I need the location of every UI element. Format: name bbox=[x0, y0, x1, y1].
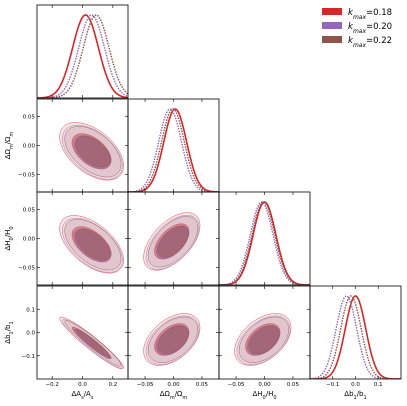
contour-H0-b1 bbox=[234, 313, 292, 366]
y-tick-label-Om-1: 0.00 bbox=[23, 144, 36, 150]
panel-frame-H0-H0 bbox=[218, 191, 311, 286]
y-tick-label-b1-0: −0.1 bbox=[22, 354, 35, 360]
contour-As-H0 bbox=[59, 215, 124, 274]
x-tick-label-H0-1: 0.00 bbox=[258, 382, 271, 388]
contour-Om-b1-0.22-sigma2 bbox=[147, 316, 199, 363]
contour-Om-H0-0.20-sigma2 bbox=[145, 214, 200, 270]
marginal-curve-As-0.18 bbox=[37, 14, 128, 98]
legend-swatch-0.22 bbox=[322, 36, 342, 43]
y-tick-label-Om-2: 0.05 bbox=[23, 114, 36, 120]
x-tick-label-H0-2: 0.05 bbox=[287, 382, 300, 388]
y-axis-label-b1: Δb1/b1 bbox=[4, 321, 15, 343]
contour-As-Om-0.20-sigma1 bbox=[73, 135, 112, 170]
contour-As-Om-0.22-sigma1 bbox=[75, 135, 111, 168]
y-tick-label-Om-0: −0.05 bbox=[18, 173, 35, 179]
contour-As-b1-0.22-sigma1 bbox=[75, 329, 111, 358]
marginal-curve-Om-0.18 bbox=[128, 108, 219, 192]
x-tick-label-As-0: −0.2 bbox=[45, 382, 58, 388]
contour-As-H0-0.22-sigma1 bbox=[75, 228, 111, 261]
x-tick-label-Om-2: 0.05 bbox=[196, 382, 209, 388]
panels: −0.2 0.0 0.2 ΔAs/As −0.05 0.00 0.05 ΔΩm/Ωm −0.05… bbox=[4, 4, 402, 401]
contour-As-Om bbox=[59, 122, 124, 181]
x-tick-label-b1-0: −0.1 bbox=[326, 382, 339, 388]
contour-As-Om-0.18-sigma1 bbox=[71, 133, 112, 170]
contour-As-H0-0.22-sigma2 bbox=[64, 219, 122, 271]
marginal-curve-Om-0.22 bbox=[128, 108, 219, 192]
svg-text:ΔAs/As: ΔAs/As bbox=[72, 390, 94, 401]
legend-swatch-0.18 bbox=[322, 8, 342, 15]
marginal-curve-As-0.22 bbox=[37, 14, 128, 98]
legend-label-0.20: kmax=0.20 bbox=[348, 22, 392, 35]
x-tick-label-b1-2: 0.1 bbox=[374, 382, 383, 388]
x-tick-label-Om-0: −0.05 bbox=[137, 382, 154, 388]
y-tick-label-H0-0: −0.05 bbox=[18, 266, 35, 272]
marginal-curve-H0-0.20 bbox=[219, 201, 310, 285]
svg-text:ΔΩm/Ωm: ΔΩm/Ωm bbox=[4, 132, 15, 160]
contour-As-b1 bbox=[59, 316, 124, 370]
contour-Om-b1 bbox=[143, 313, 201, 366]
contour-H0-b1-0.18-sigma2 bbox=[234, 313, 292, 366]
x-tick-label-As-2: 0.2 bbox=[108, 382, 117, 388]
contour-As-H0-0.20-sigma1 bbox=[73, 228, 112, 263]
svg-text:ΔH0/H0: ΔH0/H0 bbox=[4, 226, 15, 250]
contour-As-b1-0.22-sigma2 bbox=[64, 320, 122, 367]
marginal-curve-H0-0.22 bbox=[219, 201, 310, 285]
x-tick-label-b1-1: 0.0 bbox=[351, 382, 360, 388]
y-tick-label-H0-1: 0.00 bbox=[23, 237, 36, 243]
contour-Om-H0-0.22-sigma1 bbox=[157, 225, 189, 258]
marginal-curve-Om-0.20 bbox=[128, 108, 219, 192]
contour-Om-b1-0.22-sigma1 bbox=[157, 325, 189, 355]
marginal-curve-H0-0.18 bbox=[219, 201, 310, 285]
y-tick-label-H0-2: 0.05 bbox=[23, 207, 36, 213]
marginal-curve-b1-0.18 bbox=[310, 295, 401, 379]
contour-H0-b1-0.20-sigma2 bbox=[236, 315, 291, 365]
contour-As-Om-0.18-sigma2 bbox=[59, 122, 124, 181]
svg-text:ΔH0/H0: ΔH0/H0 bbox=[252, 390, 276, 401]
legend-label-0.18: kmax=0.18 bbox=[348, 8, 392, 21]
x-axis-label-As: ΔAs/As bbox=[72, 390, 94, 401]
contour-H0-b1-0.22-sigma2 bbox=[238, 316, 290, 363]
y-tick-label-b1-2: 0.1 bbox=[26, 307, 35, 313]
contour-Om-H0 bbox=[143, 212, 201, 271]
legend-swatch-0.20 bbox=[322, 22, 342, 29]
contour-Om-H0-0.20-sigma1 bbox=[155, 225, 189, 260]
svg-text:Δb1/b1: Δb1/b1 bbox=[4, 321, 15, 343]
x-tick-label-Om-1: 0.00 bbox=[167, 382, 180, 388]
contour-As-Om-0.22-sigma2 bbox=[64, 126, 122, 178]
y-axis-label-Om: ΔΩm/Ωm bbox=[4, 132, 15, 160]
legend-label-0.22: kmax=0.22 bbox=[348, 36, 392, 49]
panel-frame-b1-b1 bbox=[309, 285, 402, 380]
marginal-H0 bbox=[219, 201, 310, 285]
marginal-As bbox=[37, 14, 128, 98]
marginal-b1 bbox=[310, 295, 401, 379]
x-axis-label-Om: ΔΩm/Ωm bbox=[160, 390, 188, 401]
x-tick-label-H0-0: −0.05 bbox=[228, 382, 245, 388]
x-tick-label-As-1: 0.0 bbox=[78, 382, 87, 388]
marginal-Om bbox=[128, 108, 219, 192]
contour-Om-H0-0.22-sigma2 bbox=[147, 216, 199, 268]
x-axis-label-H0: ΔH0/H0 bbox=[252, 390, 276, 401]
y-tick-label-b1-1: 0.0 bbox=[26, 331, 35, 337]
panel-frame-As-As bbox=[36, 4, 129, 99]
contour-Om-b1-0.20-sigma2 bbox=[145, 315, 200, 365]
contour-Om-b1-0.18-sigma2 bbox=[143, 313, 201, 366]
x-axis-label-b1: Δb1/b1 bbox=[344, 390, 366, 401]
marginal-curve-b1-0.22 bbox=[310, 295, 401, 379]
contour-H0-b1-0.22-sigma1 bbox=[248, 325, 280, 355]
marginal-curve-As-0.20 bbox=[37, 14, 128, 98]
svg-text:Δb1/b1: Δb1/b1 bbox=[344, 390, 366, 401]
contour-As-H0-0.18-sigma1 bbox=[71, 226, 112, 263]
svg-text:ΔΩm/Ωm: ΔΩm/Ωm bbox=[160, 390, 188, 401]
marginal-curve-b1-0.20 bbox=[310, 295, 401, 379]
y-axis-label-H0: ΔH0/H0 bbox=[4, 226, 15, 250]
